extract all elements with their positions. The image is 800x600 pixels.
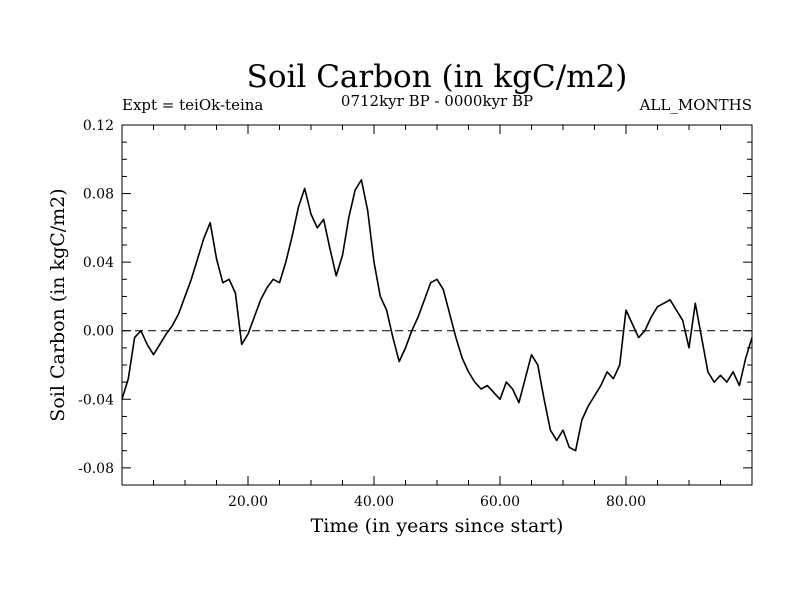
x-tick-label: 60.00 <box>480 494 520 510</box>
chart-title: Soil Carbon (in kgC/m2) <box>247 59 628 95</box>
period-label: ALL_MONTHS <box>639 96 752 114</box>
y-axis-label: Soil Carbon (in kgC/m2) <box>47 188 69 421</box>
y-tick-label: -0.04 <box>78 392 114 408</box>
x-tick-label: 80.00 <box>606 494 646 510</box>
x-tick-label: 20.00 <box>228 494 268 510</box>
x-axis: 20.00 40.00 60.00 80.00 <box>153 125 721 510</box>
plot-frame <box>121 124 753 486</box>
y-tick-label: 0.12 <box>83 118 114 134</box>
experiment-label: Expt = teiOk-teina <box>122 96 263 114</box>
y-axis: -0.08 -0.04 0.00 0.04 0.08 0.12 <box>78 118 752 486</box>
chart-subtitle: 0712kyr BP - 0000kyr BP <box>341 92 533 110</box>
x-axis-label: Time (in years since start) <box>311 515 564 537</box>
y-tick-label: 0.04 <box>83 255 114 271</box>
y-tick-label: -0.08 <box>78 461 114 477</box>
soil-carbon-series-line <box>121 179 753 452</box>
x-tick-label: 40.00 <box>354 494 394 510</box>
y-tick-label: 0.08 <box>83 187 114 203</box>
y-tick-label: 0.00 <box>83 324 114 340</box>
